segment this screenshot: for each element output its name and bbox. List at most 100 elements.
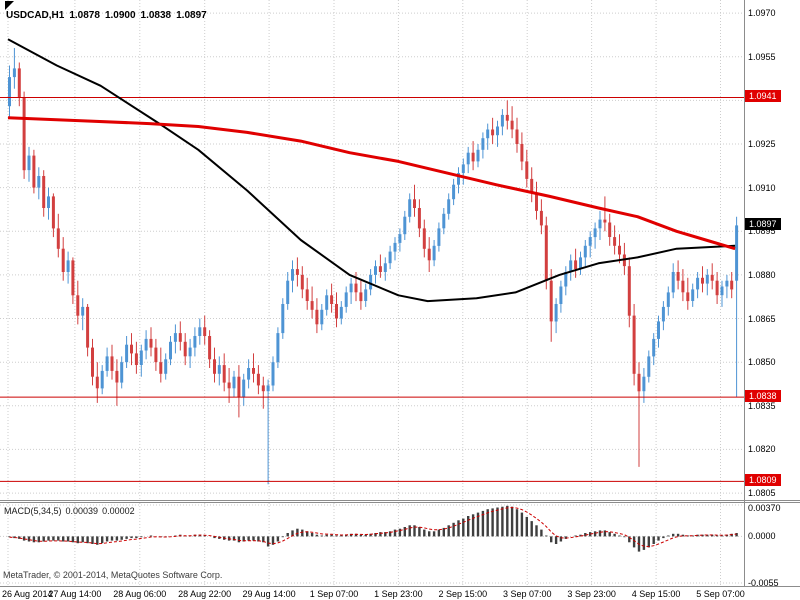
candle-down bbox=[17, 68, 21, 98]
price-axis[interactable]: 1.0970 1.0955 1.0925 1.0910 1.0895 1.0880 1.08… bbox=[745, 0, 800, 500]
y-axis-label: 1.0820 bbox=[748, 444, 776, 455]
ma-black-line bbox=[7, 38, 736, 303]
macd-indicator-label: MACD(5,34,5) 0.00039 0.00002 bbox=[4, 506, 139, 516]
time-axis-label: 2 Sep 15:00 bbox=[438, 589, 488, 599]
time-axis-label: 26 Aug 2014 bbox=[2, 589, 53, 599]
time-axis-label: 28 Aug 06:00 bbox=[113, 589, 167, 599]
candle-up bbox=[481, 138, 485, 150]
time-axis[interactable]: 26 Aug 2014 27 Aug 14:00 28 Aug 06:00 28 Au… bbox=[0, 588, 800, 600]
candle-up bbox=[232, 376, 236, 389]
candle-down bbox=[203, 327, 207, 336]
candle-up bbox=[564, 272, 568, 287]
candle-up bbox=[398, 234, 402, 243]
time-axis-label: 3 Sep 07:00 bbox=[502, 589, 552, 599]
macd-axis[interactable]: 0.00370 0.0000 -0.0055 bbox=[745, 503, 800, 588]
candle-down bbox=[539, 210, 543, 226]
y-axis-label: 1.0970 bbox=[748, 8, 776, 19]
horizontal-price-lines[interactable] bbox=[0, 97, 744, 482]
candle-up bbox=[691, 289, 695, 301]
candle-up bbox=[242, 379, 246, 398]
candle-up bbox=[442, 213, 446, 229]
ma-red-line bbox=[7, 116, 736, 251]
candle-up bbox=[271, 362, 275, 386]
candle-up bbox=[12, 68, 16, 78]
candle-up bbox=[735, 225, 739, 281]
candle-up bbox=[559, 286, 563, 304]
macd-grid-layer bbox=[0, 503, 744, 586]
candles-layer bbox=[8, 48, 739, 485]
candle-down bbox=[42, 176, 46, 208]
candle-up bbox=[466, 152, 470, 165]
candle-down bbox=[95, 376, 99, 389]
y-axis-label: 1.0925 bbox=[748, 138, 776, 149]
time-axis-label: 1 Sep 23:00 bbox=[374, 589, 423, 599]
candle-up bbox=[388, 251, 392, 264]
candle-down bbox=[115, 370, 119, 383]
candle-down bbox=[549, 280, 553, 322]
y-axis-label: 1.0880 bbox=[748, 269, 776, 280]
candle-up bbox=[364, 289, 368, 301]
candle-down bbox=[710, 274, 714, 281]
candle-down bbox=[227, 382, 231, 389]
candle-down bbox=[574, 260, 578, 270]
grid-layer bbox=[0, 0, 744, 500]
candle-down bbox=[134, 353, 138, 365]
candle-up bbox=[705, 274, 709, 284]
candle-down bbox=[530, 178, 534, 194]
candle-down bbox=[417, 208, 421, 229]
chart-title: USDCAD,H1 1.0878 1.0900 1.0838 1.0897 bbox=[6, 10, 212, 21]
y-axis-label: 1.0895 bbox=[748, 226, 776, 237]
candle-down bbox=[525, 161, 529, 179]
candle-down bbox=[676, 272, 680, 281]
candle-up bbox=[66, 260, 70, 272]
panel-separator[interactable] bbox=[0, 502, 800, 503]
candle-down bbox=[91, 347, 94, 377]
candle-down bbox=[715, 280, 719, 296]
time-axis-label: 4 Sep 15:00 bbox=[631, 589, 681, 599]
candle-down bbox=[510, 120, 514, 130]
candle-up bbox=[125, 344, 129, 363]
candle-down bbox=[22, 97, 26, 171]
candle-down bbox=[222, 365, 226, 383]
macd-value-signal: 0.00002 bbox=[102, 506, 135, 516]
candle-up bbox=[500, 114, 504, 127]
macd-indicator-canvas[interactable] bbox=[0, 503, 744, 586]
candle-up bbox=[661, 306, 665, 322]
ohlc-open: 1.0878 bbox=[69, 10, 100, 21]
candle-down bbox=[159, 362, 163, 374]
candle-down bbox=[544, 225, 548, 281]
candle-up bbox=[374, 266, 377, 275]
candle-down bbox=[535, 193, 538, 211]
candle-up bbox=[652, 338, 656, 357]
candle-down bbox=[256, 373, 260, 386]
candle-up bbox=[169, 341, 172, 360]
time-axis-label: 1 Sep 07:00 bbox=[309, 589, 359, 599]
time-axis-label: 3 Sep 23:00 bbox=[567, 589, 616, 599]
candle-up bbox=[139, 350, 143, 365]
candle-up bbox=[447, 199, 451, 214]
candle-up bbox=[164, 359, 168, 374]
candle-up bbox=[344, 292, 348, 307]
price-chart-canvas[interactable] bbox=[0, 0, 744, 500]
candle-up bbox=[320, 309, 324, 325]
candle-up bbox=[291, 269, 294, 281]
candle-up bbox=[569, 260, 573, 272]
y-axis-label: 1.0955 bbox=[748, 51, 776, 62]
candle-up bbox=[339, 306, 343, 319]
ohlc-high: 1.0900 bbox=[104, 10, 136, 21]
current-price-tag: 1.0897 bbox=[745, 218, 781, 231]
panel-separator[interactable] bbox=[0, 500, 800, 501]
candle-up bbox=[554, 304, 558, 322]
candle-down bbox=[56, 228, 60, 249]
candle-down bbox=[335, 304, 338, 319]
candle-up bbox=[217, 365, 221, 374]
candle-down bbox=[86, 306, 90, 348]
candle-up bbox=[461, 164, 465, 174]
candle-down bbox=[76, 295, 80, 316]
candle-down bbox=[730, 280, 734, 290]
candle-up bbox=[247, 368, 251, 380]
candle-up bbox=[579, 257, 582, 269]
y-axis-label: 1.0850 bbox=[748, 357, 776, 368]
candle-down bbox=[603, 219, 607, 223]
